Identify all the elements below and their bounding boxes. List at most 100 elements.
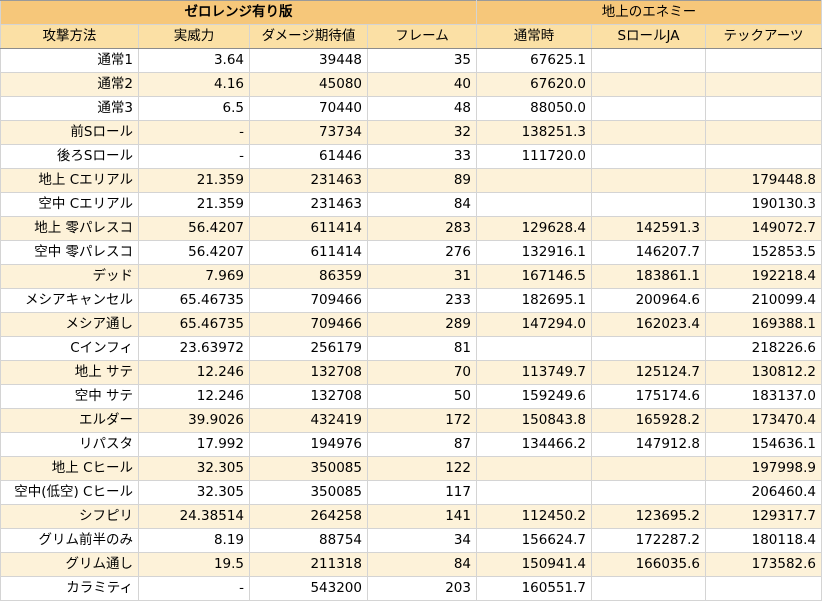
- power-cell[interactable]: -: [138, 120, 250, 145]
- power-cell[interactable]: 19.5: [138, 552, 250, 577]
- tech-arts-dps-cell[interactable]: 152853.5: [704, 240, 822, 265]
- normal-dps-cell[interactable]: 134466.2: [476, 432, 592, 457]
- frames-cell[interactable]: 84: [367, 552, 477, 577]
- sroll-ja-dps-cell[interactable]: 162023.4: [591, 312, 706, 337]
- sroll-ja-dps-cell[interactable]: 175174.6: [591, 384, 706, 409]
- power-cell[interactable]: 6.5: [138, 96, 250, 121]
- power-cell[interactable]: 4.16: [138, 72, 250, 97]
- expected-damage-cell[interactable]: 256179: [249, 336, 368, 361]
- sroll-ja-dps-cell[interactable]: [591, 144, 706, 169]
- attack-name-cell[interactable]: エルダー: [0, 408, 139, 433]
- sroll-ja-dps-cell[interactable]: [591, 576, 706, 601]
- sroll-ja-dps-cell[interactable]: 200964.6: [591, 288, 706, 313]
- frames-cell[interactable]: 48: [367, 96, 477, 121]
- normal-dps-cell[interactable]: 113749.7: [476, 360, 592, 385]
- expected-damage-cell[interactable]: 73734: [249, 120, 368, 145]
- tech-arts-dps-cell[interactable]: [704, 576, 822, 601]
- power-cell[interactable]: 12.246: [138, 360, 250, 385]
- attack-name-cell[interactable]: 後ろSロール: [0, 144, 139, 169]
- tech-arts-dps-cell[interactable]: 173470.4: [704, 408, 822, 433]
- sroll-ja-dps-cell[interactable]: 147912.8: [591, 432, 706, 457]
- frames-cell[interactable]: 50: [367, 384, 477, 409]
- frames-cell[interactable]: 276: [367, 240, 477, 265]
- normal-dps-cell[interactable]: 67620.0: [476, 72, 592, 97]
- attack-name-cell[interactable]: 地上 Cエリアル: [0, 168, 139, 193]
- power-cell[interactable]: 8.19: [138, 528, 250, 553]
- normal-dps-cell[interactable]: 160551.7: [476, 576, 592, 601]
- sroll-ja-dps-cell[interactable]: [591, 48, 706, 73]
- frames-cell[interactable]: 84: [367, 192, 477, 217]
- tech-arts-dps-cell[interactable]: 180118.4: [704, 528, 822, 553]
- expected-damage-cell[interactable]: 61446: [249, 144, 368, 169]
- sroll-ja-dps-cell[interactable]: [591, 480, 706, 505]
- power-cell[interactable]: 17.992: [138, 432, 250, 457]
- frames-cell[interactable]: 233: [367, 288, 477, 313]
- power-cell[interactable]: 56.4207: [138, 216, 250, 241]
- tech-arts-dps-cell[interactable]: 190130.3: [704, 192, 822, 217]
- normal-dps-cell[interactable]: 150941.4: [476, 552, 592, 577]
- normal-dps-cell[interactable]: 138251.3: [476, 120, 592, 145]
- normal-dps-cell[interactable]: 167146.5: [476, 264, 592, 289]
- attack-name-cell[interactable]: 通常1: [0, 48, 139, 73]
- power-cell[interactable]: 65.46735: [138, 288, 250, 313]
- frames-cell[interactable]: 283: [367, 216, 477, 241]
- frames-cell[interactable]: 117: [367, 480, 477, 505]
- frames-cell[interactable]: 122: [367, 456, 477, 481]
- tech-arts-dps-cell[interactable]: [704, 96, 822, 121]
- tech-arts-dps-cell[interactable]: 130812.2: [704, 360, 822, 385]
- normal-dps-cell[interactable]: 112450.2: [476, 504, 592, 529]
- sroll-ja-dps-cell[interactable]: [591, 336, 706, 361]
- column-header-tech-arts[interactable]: テックアーツ: [704, 24, 822, 49]
- sroll-ja-dps-cell[interactable]: 123695.2: [591, 504, 706, 529]
- group-header-ground-enemy[interactable]: 地上のエネミー: [475, 0, 822, 25]
- expected-damage-cell[interactable]: 86359: [249, 264, 368, 289]
- tech-arts-dps-cell[interactable]: [704, 120, 822, 145]
- attack-name-cell[interactable]: 前Sロール: [0, 120, 139, 145]
- expected-damage-cell[interactable]: 45080: [249, 72, 368, 97]
- normal-dps-cell[interactable]: [476, 168, 592, 193]
- tech-arts-dps-cell[interactable]: 179448.8: [704, 168, 822, 193]
- frames-cell[interactable]: 35: [367, 48, 477, 73]
- sroll-ja-dps-cell[interactable]: [591, 192, 706, 217]
- sroll-ja-dps-cell[interactable]: 125124.7: [591, 360, 706, 385]
- expected-damage-cell[interactable]: 709466: [249, 288, 368, 313]
- attack-name-cell[interactable]: グリム通し: [0, 552, 139, 577]
- tech-arts-dps-cell[interactable]: 218226.6: [704, 336, 822, 361]
- tech-arts-dps-cell[interactable]: 129317.7: [704, 504, 822, 529]
- normal-dps-cell[interactable]: 111720.0: [476, 144, 592, 169]
- expected-damage-cell[interactable]: 231463: [249, 192, 368, 217]
- column-header-power[interactable]: 実威力: [138, 24, 250, 49]
- frames-cell[interactable]: 34: [367, 528, 477, 553]
- tech-arts-dps-cell[interactable]: [704, 144, 822, 169]
- expected-damage-cell[interactable]: 132708: [249, 360, 368, 385]
- frames-cell[interactable]: 32: [367, 120, 477, 145]
- frames-cell[interactable]: 81: [367, 336, 477, 361]
- normal-dps-cell[interactable]: 182695.1: [476, 288, 592, 313]
- column-header-frames[interactable]: フレーム: [367, 24, 477, 49]
- power-cell[interactable]: 12.246: [138, 384, 250, 409]
- expected-damage-cell[interactable]: 132708: [249, 384, 368, 409]
- power-cell[interactable]: 21.359: [138, 168, 250, 193]
- power-cell[interactable]: 24.38514: [138, 504, 250, 529]
- attack-name-cell[interactable]: 空中 Cエリアル: [0, 192, 139, 217]
- attack-name-cell[interactable]: グリム前半のみ: [0, 528, 139, 553]
- sroll-ja-dps-cell[interactable]: [591, 72, 706, 97]
- frames-cell[interactable]: 87: [367, 432, 477, 457]
- expected-damage-cell[interactable]: 350085: [249, 480, 368, 505]
- attack-name-cell[interactable]: 通常2: [0, 72, 139, 97]
- sroll-ja-dps-cell[interactable]: 142591.3: [591, 216, 706, 241]
- sroll-ja-dps-cell[interactable]: 166035.6: [591, 552, 706, 577]
- attack-name-cell[interactable]: シフピリ: [0, 504, 139, 529]
- attack-name-cell[interactable]: 地上 サテ: [0, 360, 139, 385]
- tech-arts-dps-cell[interactable]: 210099.4: [704, 288, 822, 313]
- tech-arts-dps-cell[interactable]: 197998.9: [704, 456, 822, 481]
- normal-dps-cell[interactable]: 67625.1: [476, 48, 592, 73]
- normal-dps-cell[interactable]: [476, 456, 592, 481]
- frames-cell[interactable]: 70: [367, 360, 477, 385]
- expected-damage-cell[interactable]: 543200: [249, 576, 368, 601]
- sroll-ja-dps-cell[interactable]: [591, 456, 706, 481]
- sroll-ja-dps-cell[interactable]: 165928.2: [591, 408, 706, 433]
- expected-damage-cell[interactable]: 611414: [249, 240, 368, 265]
- frames-cell[interactable]: 141: [367, 504, 477, 529]
- power-cell[interactable]: 3.64: [138, 48, 250, 73]
